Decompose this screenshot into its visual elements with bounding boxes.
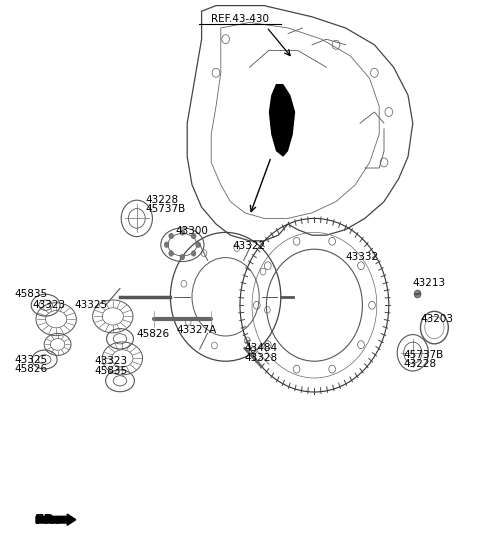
- Circle shape: [196, 242, 201, 248]
- FancyArrow shape: [36, 514, 76, 525]
- Text: REF.43-430: REF.43-430: [211, 13, 269, 24]
- Text: 43228: 43228: [403, 360, 436, 370]
- Text: 45826: 45826: [14, 364, 48, 374]
- Circle shape: [191, 251, 196, 256]
- Text: 43203: 43203: [420, 314, 453, 324]
- Text: 45835: 45835: [14, 289, 48, 299]
- Text: 43327A: 43327A: [177, 325, 217, 335]
- Text: 43328: 43328: [245, 353, 278, 363]
- Circle shape: [180, 230, 185, 235]
- Text: 43323: 43323: [33, 300, 66, 310]
- Text: 43332: 43332: [346, 253, 379, 263]
- Text: 43325: 43325: [74, 300, 108, 310]
- Circle shape: [164, 242, 169, 248]
- Text: 45737B: 45737B: [145, 204, 185, 214]
- Text: 43325: 43325: [14, 355, 48, 365]
- Circle shape: [169, 251, 174, 256]
- Text: 45737B: 45737B: [403, 351, 444, 361]
- Text: 43322: 43322: [233, 241, 266, 251]
- Text: 45835: 45835: [95, 366, 128, 376]
- Circle shape: [191, 233, 196, 239]
- Text: 45826: 45826: [137, 329, 170, 339]
- Text: 43323: 43323: [95, 356, 128, 366]
- Circle shape: [414, 290, 421, 298]
- Circle shape: [169, 233, 174, 239]
- Text: 43484: 43484: [245, 343, 278, 353]
- Text: 43213: 43213: [413, 278, 446, 288]
- Circle shape: [180, 254, 185, 260]
- Text: 43300: 43300: [175, 226, 208, 236]
- Text: 43228: 43228: [145, 195, 178, 205]
- Polygon shape: [269, 84, 295, 157]
- Text: FR.: FR.: [35, 513, 60, 526]
